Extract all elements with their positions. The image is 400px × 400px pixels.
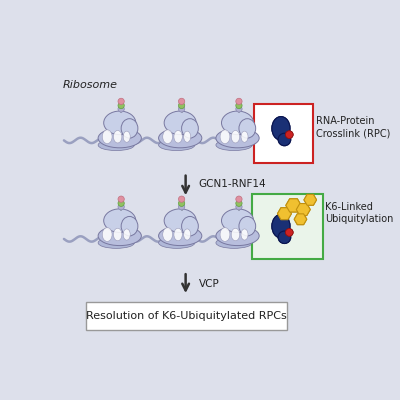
Ellipse shape — [272, 117, 290, 140]
Ellipse shape — [231, 130, 240, 143]
Polygon shape — [278, 208, 292, 220]
Circle shape — [178, 98, 185, 104]
Ellipse shape — [174, 228, 182, 241]
Ellipse shape — [123, 229, 130, 240]
Ellipse shape — [241, 229, 248, 240]
Ellipse shape — [278, 133, 291, 146]
Circle shape — [236, 106, 242, 112]
Ellipse shape — [104, 209, 136, 232]
Polygon shape — [304, 194, 316, 205]
Circle shape — [178, 102, 185, 109]
Ellipse shape — [158, 237, 195, 248]
Circle shape — [118, 106, 124, 112]
Ellipse shape — [164, 209, 196, 232]
FancyBboxPatch shape — [252, 194, 323, 259]
Ellipse shape — [163, 130, 172, 144]
Text: Ribosome: Ribosome — [62, 80, 118, 90]
Circle shape — [286, 131, 293, 138]
Ellipse shape — [216, 128, 259, 148]
Text: VCP: VCP — [199, 279, 220, 289]
Circle shape — [118, 204, 124, 210]
Ellipse shape — [222, 209, 254, 232]
Polygon shape — [294, 214, 307, 225]
Ellipse shape — [174, 130, 182, 143]
Circle shape — [118, 102, 124, 109]
Ellipse shape — [278, 133, 291, 146]
Ellipse shape — [216, 237, 252, 248]
Ellipse shape — [182, 216, 198, 236]
FancyBboxPatch shape — [86, 302, 287, 330]
Ellipse shape — [158, 128, 202, 148]
Ellipse shape — [98, 237, 134, 248]
Ellipse shape — [184, 229, 191, 240]
Circle shape — [286, 131, 293, 138]
Circle shape — [118, 98, 124, 104]
Polygon shape — [296, 204, 310, 216]
Ellipse shape — [102, 130, 112, 144]
Circle shape — [236, 98, 242, 104]
Text: RNA-Protein
Crosslink (RPC): RNA-Protein Crosslink (RPC) — [316, 116, 390, 138]
Ellipse shape — [114, 228, 122, 241]
Text: Resolution of K6-Ubiquitylated RPCs: Resolution of K6-Ubiquitylated RPCs — [86, 311, 287, 321]
Ellipse shape — [98, 140, 134, 150]
Ellipse shape — [231, 228, 240, 241]
Circle shape — [118, 196, 124, 202]
Ellipse shape — [114, 130, 122, 143]
Ellipse shape — [239, 216, 256, 236]
Ellipse shape — [164, 111, 196, 135]
Ellipse shape — [216, 140, 252, 150]
Text: GCN1-RNF14: GCN1-RNF14 — [199, 179, 266, 189]
Ellipse shape — [272, 214, 290, 238]
Ellipse shape — [121, 216, 138, 236]
Ellipse shape — [121, 119, 138, 138]
Ellipse shape — [104, 111, 136, 135]
Circle shape — [178, 106, 185, 112]
Ellipse shape — [98, 226, 141, 246]
Text: K6-Linked
Ubiquitylation: K6-Linked Ubiquitylation — [325, 202, 394, 224]
Ellipse shape — [158, 140, 195, 150]
Ellipse shape — [239, 119, 256, 138]
Ellipse shape — [220, 228, 230, 242]
Ellipse shape — [182, 119, 198, 138]
Polygon shape — [304, 194, 316, 205]
Circle shape — [236, 196, 242, 202]
Ellipse shape — [216, 226, 259, 246]
Ellipse shape — [278, 231, 291, 244]
FancyBboxPatch shape — [254, 104, 313, 163]
Circle shape — [286, 229, 293, 236]
Ellipse shape — [102, 228, 112, 242]
Circle shape — [178, 196, 185, 202]
Circle shape — [236, 204, 242, 210]
Ellipse shape — [222, 111, 254, 135]
Circle shape — [178, 204, 185, 210]
Ellipse shape — [158, 226, 202, 246]
Ellipse shape — [278, 231, 291, 244]
Circle shape — [286, 229, 293, 236]
Ellipse shape — [123, 131, 130, 142]
Circle shape — [118, 200, 124, 206]
Ellipse shape — [98, 128, 141, 148]
Circle shape — [178, 200, 185, 206]
Ellipse shape — [163, 228, 172, 242]
Circle shape — [236, 102, 242, 109]
Polygon shape — [278, 208, 292, 220]
Ellipse shape — [220, 130, 230, 144]
Polygon shape — [286, 199, 301, 212]
Polygon shape — [294, 214, 307, 225]
Ellipse shape — [272, 214, 290, 238]
Polygon shape — [286, 199, 301, 212]
Ellipse shape — [184, 131, 191, 142]
Polygon shape — [296, 204, 310, 216]
Ellipse shape — [272, 117, 290, 140]
Circle shape — [236, 200, 242, 206]
Ellipse shape — [241, 131, 248, 142]
